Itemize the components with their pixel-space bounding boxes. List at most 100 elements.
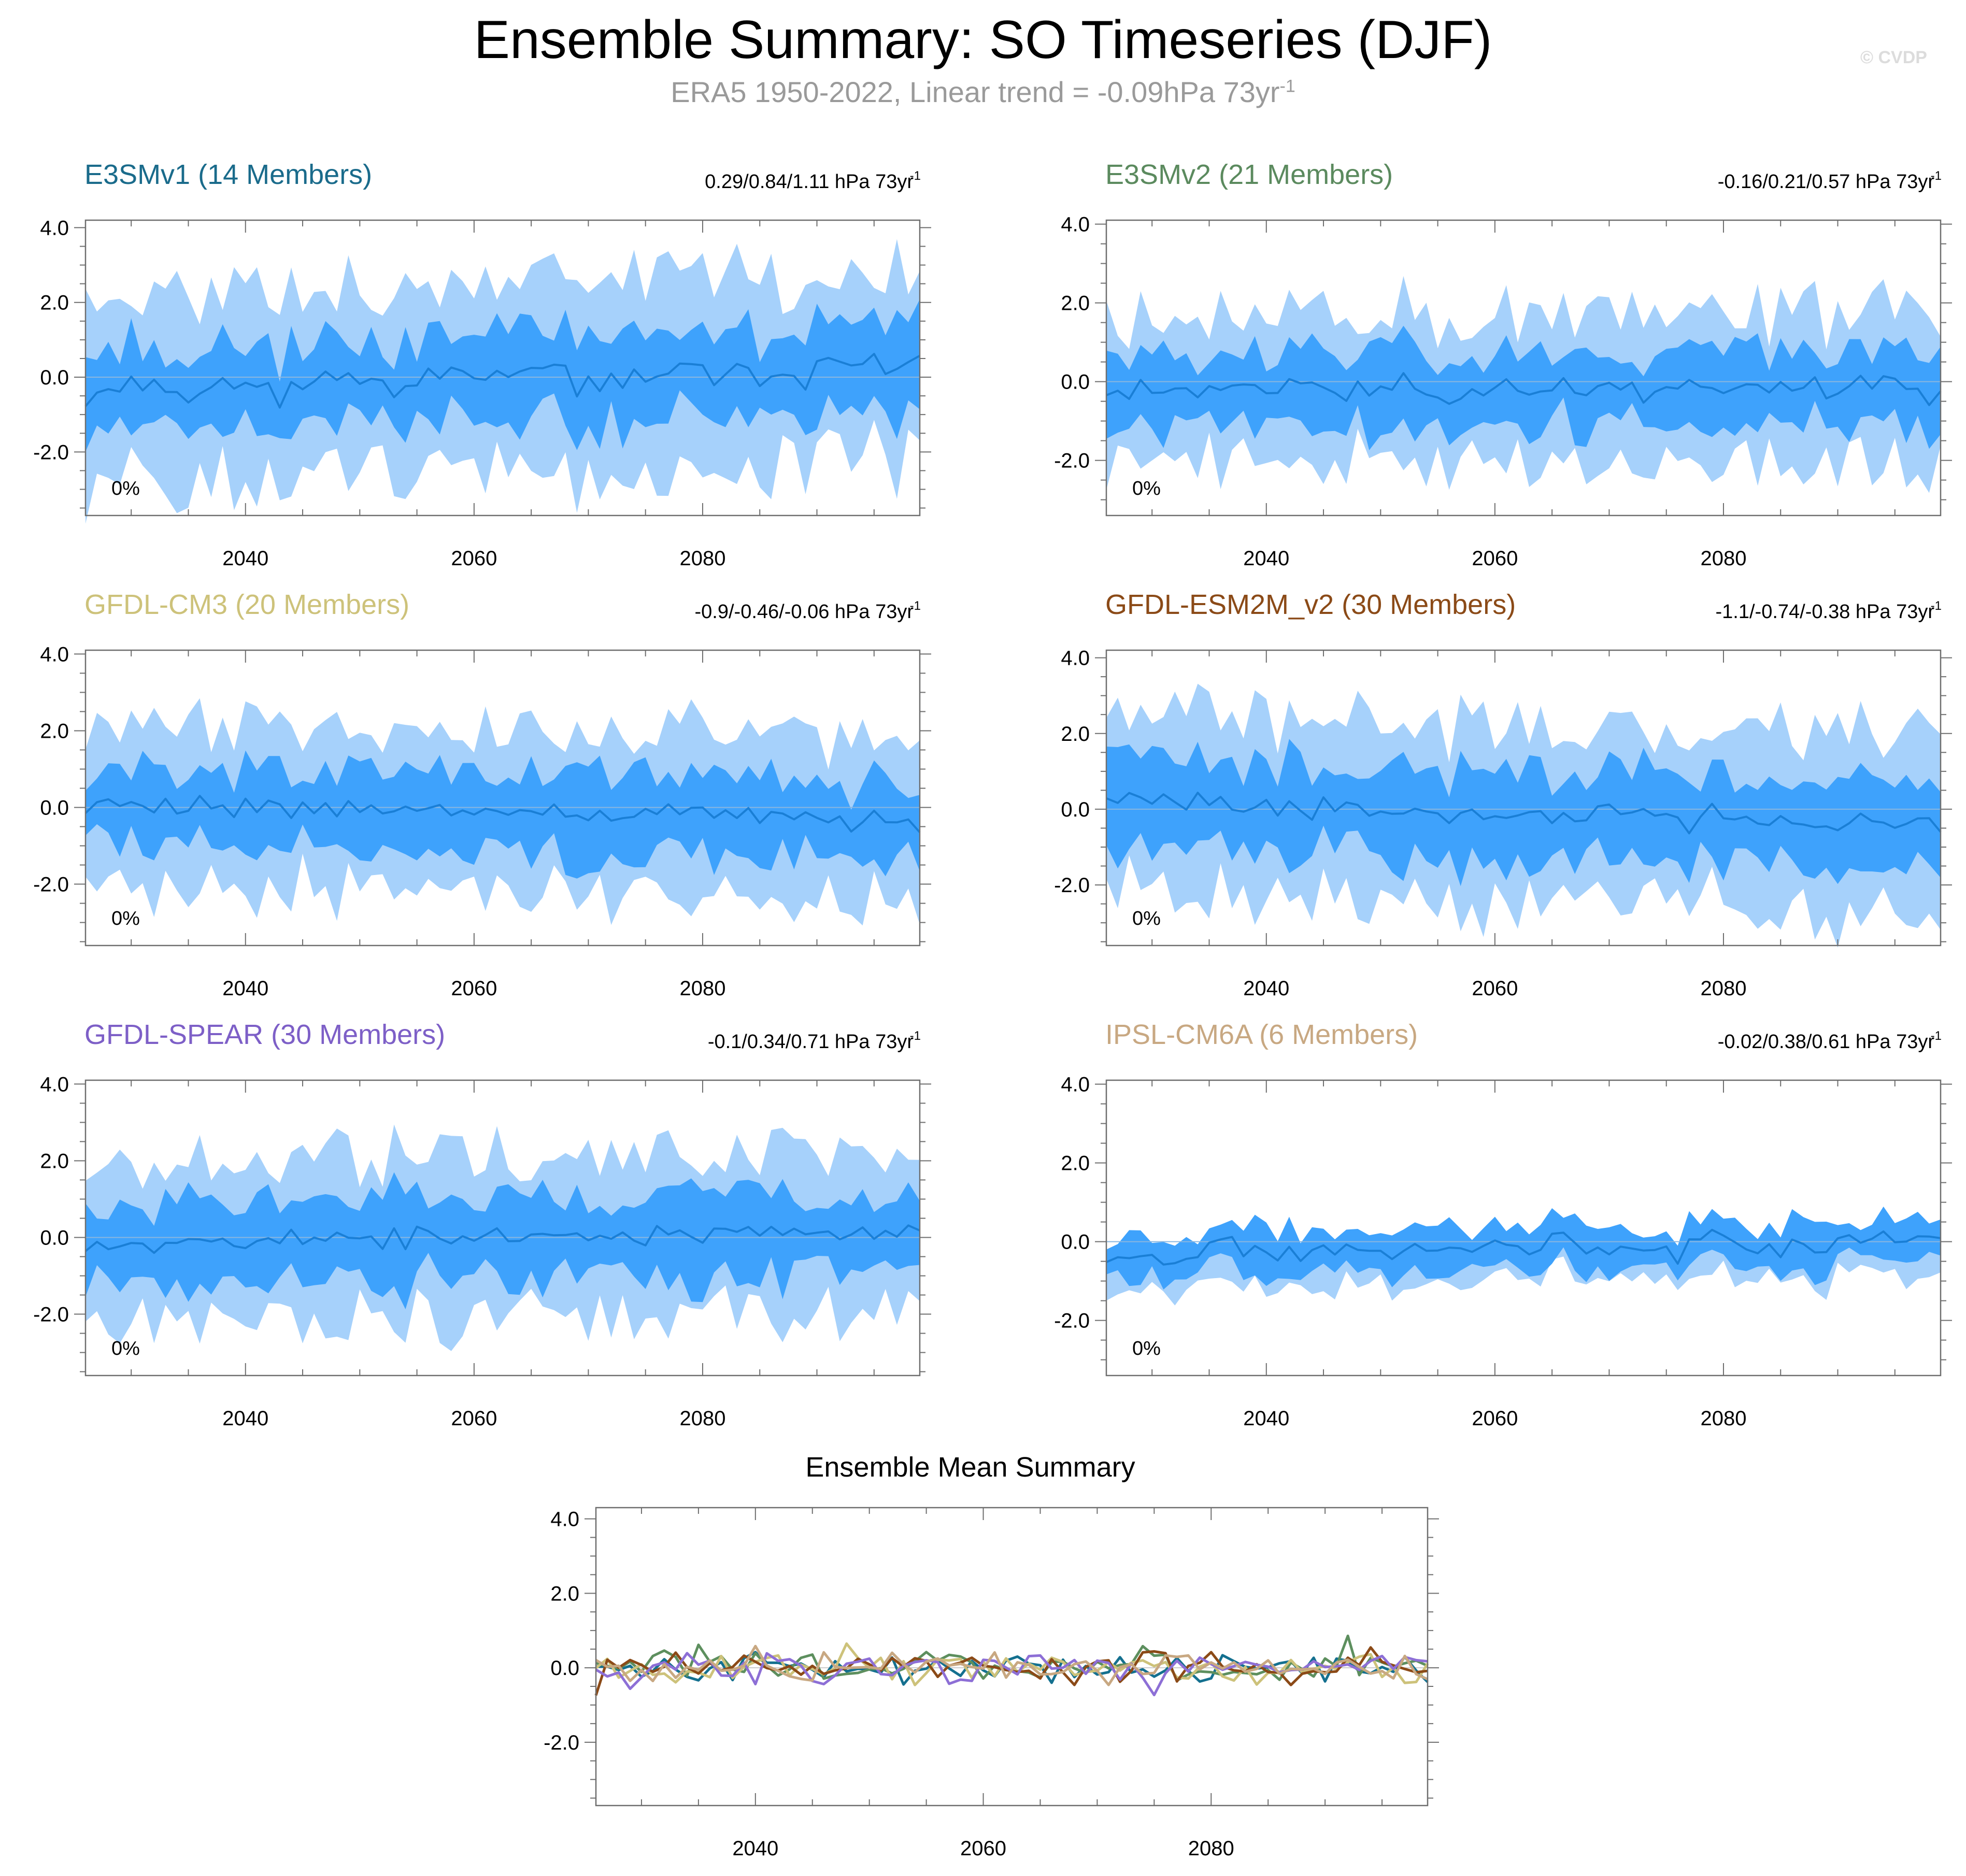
- plot-frame: [595, 1507, 1429, 1807]
- trend-label: -0.1/0.34/0.71 hPa 73yr: [708, 1031, 914, 1053]
- ensemble-mean-line: [84, 795, 921, 833]
- ensemble-mean-line: [1106, 792, 1942, 835]
- percent-label: 0%: [111, 908, 140, 929]
- y-tick-label: 4.0: [1061, 647, 1090, 670]
- y-tick-label: 4.0: [1061, 1073, 1090, 1096]
- x-tick-label: 2080: [1188, 1837, 1234, 1860]
- panel-title: E3SMv2 (21 Members): [1105, 159, 1393, 190]
- plot-frame: [1105, 1079, 1942, 1377]
- panel-title: E3SMv1 (14 Members): [84, 159, 372, 190]
- panel-3: GFDL-CM3 (20 Members) -0.9/-0.46/-0.06 hP…: [33, 589, 931, 1000]
- x-tick-label: 2040: [222, 977, 268, 1000]
- inner-spread-band: [86, 299, 920, 452]
- panel-title: IPSL-CM6A (6 Members): [1105, 1019, 1418, 1050]
- y-tick-label: 2.0: [40, 292, 69, 314]
- series-line-gfdl-cm3: [595, 1642, 1429, 1686]
- x-tick-label: 2040: [1243, 547, 1289, 570]
- y-tick-label: 2.0: [1061, 1152, 1090, 1175]
- trend-superscript: -1: [1931, 169, 1942, 183]
- watermark: © CVDP: [1860, 48, 1927, 67]
- y-tick-label: -2.0: [1054, 450, 1090, 472]
- x-tick-label: 2040: [1243, 977, 1289, 1000]
- x-tick-label: 2040: [222, 1407, 268, 1430]
- plot-frame: [84, 649, 921, 947]
- main-title: Ensemble Summary: SO Timeseries (DJF): [474, 10, 1492, 70]
- trend-label: 0.29/0.84/1.11 hPa 73yr: [705, 171, 914, 193]
- y-tick-label: -2.0: [544, 1731, 579, 1754]
- percent-label: 0%: [111, 1338, 140, 1359]
- inner-spread-band: [1106, 1206, 1941, 1290]
- y-tick-label: 2.0: [1061, 292, 1090, 315]
- x-tick-label: 2080: [679, 547, 725, 570]
- subtitle: ERA5 1950-2022, Linear trend = -0.09hPa …: [0, 75, 1966, 109]
- subtitle-text: ERA5 1950-2022, Linear trend = -0.09hPa …: [671, 76, 1280, 108]
- panel-7: Ensemble Mean Summary 4.0 2.0 0.0 -2.0 2040 20…: [544, 1452, 1439, 1860]
- x-tick-label: 2060: [1472, 977, 1518, 1000]
- trend-label: -0.16/0.21/0.57 hPa 73yr: [1718, 171, 1935, 193]
- ensemble-mean-line: [1106, 1228, 1941, 1266]
- x-tick-label: 2040: [732, 1837, 778, 1860]
- trend-label: -0.02/0.38/0.61 hPa 73yr: [1718, 1031, 1935, 1053]
- series-line-ipsl-cm6a: [595, 1644, 1429, 1686]
- percent-label: 0%: [111, 478, 140, 499]
- plot-frame: [1105, 219, 1942, 517]
- y-tick-label: 0.0: [40, 797, 69, 820]
- panel-2: E3SMv2 (21 Members) -0.16/0.21/0.57 hPa 7…: [1054, 159, 1952, 570]
- plot-frame: [1105, 649, 1942, 947]
- y-tick-label: 0.0: [550, 1657, 579, 1680]
- inner-spread-band: [1106, 325, 1941, 450]
- panel-title: GFDL-CM3 (20 Members): [84, 589, 409, 620]
- panel-5: GFDL-SPEAR (30 Members) -0.1/0.34/0.71 hP…: [33, 1019, 931, 1430]
- trend-superscript: -1: [1931, 1029, 1942, 1043]
- y-tick-label: 0.0: [40, 366, 69, 389]
- x-tick-label: 2060: [451, 1407, 497, 1430]
- y-tick-label: -2.0: [1054, 874, 1090, 897]
- x-tick-label: 2080: [1700, 977, 1746, 1000]
- x-tick-label: 2060: [451, 977, 497, 1000]
- trend-label: -0.9/-0.46/-0.06 hPa 73yr: [695, 601, 914, 623]
- x-tick-label: 2080: [1700, 547, 1746, 570]
- y-tick-label: 4.0: [1061, 213, 1090, 236]
- x-tick-label: 2060: [960, 1837, 1006, 1860]
- y-tick-label: -2.0: [1054, 1310, 1090, 1333]
- x-tick-label: 2080: [679, 977, 725, 1000]
- y-tick-label: 0.0: [1061, 371, 1090, 394]
- panel-title: GFDL-ESM2M_v2 (30 Members): [1105, 589, 1516, 620]
- ensemble-mean-line: [1106, 372, 1942, 406]
- y-tick-label: 4.0: [40, 1073, 69, 1096]
- y-tick-label: 0.0: [1061, 1231, 1090, 1254]
- y-tick-label: -2.0: [33, 441, 69, 464]
- inner-spread-band: [86, 750, 920, 879]
- panel-title: GFDL-SPEAR (30 Members): [84, 1019, 445, 1050]
- trend-superscript: -1: [910, 599, 921, 613]
- trend-superscript: -1: [910, 1029, 921, 1043]
- x-tick-label: 2060: [1472, 1407, 1518, 1430]
- panel-6: IPSL-CM6A (6 Members) -0.02/0.38/0.61 hPa…: [1054, 1019, 1952, 1430]
- percent-label: 0%: [1132, 908, 1161, 929]
- percent-label: 0%: [1132, 478, 1161, 499]
- x-tick-label: 2060: [451, 547, 497, 570]
- y-tick-label: 2.0: [40, 1150, 69, 1172]
- y-tick-label: 4.0: [40, 217, 69, 239]
- panel-4: GFDL-ESM2M_v2 (30 Members) -1.1/-0.74/-0.…: [1054, 589, 1952, 1000]
- trend-superscript: -1: [1931, 599, 1942, 613]
- percent-label: 0%: [1132, 1338, 1161, 1359]
- y-tick-label: 2.0: [550, 1582, 579, 1605]
- x-tick-label: 2080: [1700, 1407, 1746, 1430]
- trend-label: -1.1/-0.74/-0.38 hPa 73yr: [1716, 601, 1935, 623]
- inner-spread-band: [86, 1172, 920, 1310]
- y-tick-label: -2.0: [33, 1304, 69, 1326]
- y-tick-label: 0.0: [40, 1227, 69, 1250]
- y-tick-label: 4.0: [40, 643, 69, 666]
- x-tick-label: 2040: [1243, 1407, 1289, 1430]
- x-tick-label: 2060: [1472, 547, 1518, 570]
- y-tick-label: 0.0: [1061, 798, 1090, 821]
- y-tick-label: -2.0: [33, 873, 69, 896]
- x-tick-label: 2080: [679, 1407, 725, 1430]
- y-tick-label: 2.0: [40, 720, 69, 742]
- ensemble-mean-line: [84, 353, 920, 409]
- plot-frame: [84, 1079, 921, 1377]
- panel-1: E3SMv1 (14 Members) 0.29/0.84/1.11 hPa 73…: [33, 159, 931, 570]
- panel-title: Ensemble Mean Summary: [805, 1452, 1135, 1483]
